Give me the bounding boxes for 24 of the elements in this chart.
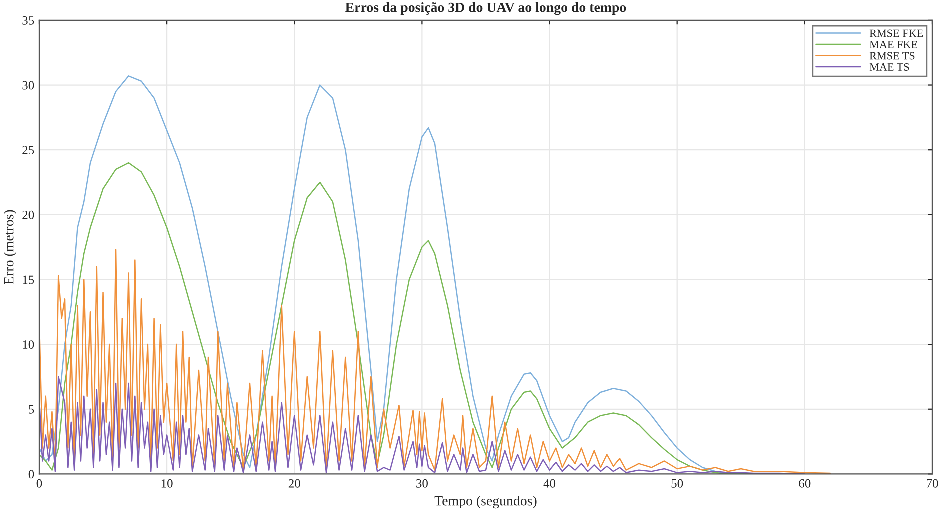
y-tick-label: 0	[28, 470, 34, 479]
line-series	[39, 249, 832, 474]
legend-label: MAE TS	[870, 64, 910, 71]
x-axis-title: Tempo (segundos)	[434, 496, 537, 509]
x-tick-label: 50	[672, 479, 684, 488]
x-tick-label: 30	[416, 479, 428, 488]
y-tick-label: 15	[23, 276, 34, 284]
y-tick-label: 10	[23, 340, 34, 350]
y-axis-title: Erro (metros)	[4, 210, 17, 285]
y-tick-label: 30	[22, 81, 34, 90]
y-tick-label: 25	[22, 146, 34, 155]
y-tick-label: 20	[22, 210, 34, 220]
x-tick-label: 0	[36, 479, 42, 488]
x-tick-label: 10	[162, 479, 173, 488]
x-tick-label: 20	[288, 479, 300, 488]
y-tick-label: 5	[29, 406, 34, 414]
legend-label: RMSE TS	[870, 52, 915, 60]
x-tick-label: 70	[927, 479, 938, 488]
x-tick-label: 60	[799, 479, 811, 488]
legend-label: MAE FKE	[870, 41, 918, 48]
y-tick-label: 35	[22, 16, 34, 25]
chart-title: Erros da posição 3D do UAV ao longo do tempo	[346, 2, 626, 16]
x-tick-label: 40	[544, 479, 556, 488]
legend-label: RMSE FKE	[870, 30, 924, 38]
